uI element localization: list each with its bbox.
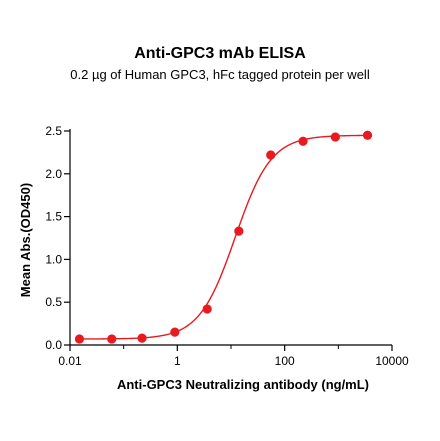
x-tick-label: 100 — [275, 354, 295, 368]
y-tick-label: 2.0 — [45, 167, 62, 181]
data-point — [234, 226, 244, 236]
data-point — [330, 132, 340, 142]
data-point — [298, 136, 308, 146]
chart-title: Anti-GPC3 mAb ELISA — [134, 45, 306, 62]
chart-subtitle: 0.2 µg of Human GPC3, hFc tagged protein… — [70, 67, 370, 82]
x-tick-label: 0.01 — [58, 354, 82, 368]
x-axis-title: Anti-GPC3 Neutralizing antibody (ng/mL) — [117, 377, 369, 392]
y-tick-label: 1.0 — [45, 252, 62, 266]
y-axis-title: Mean Abs.(OD450) — [18, 183, 33, 297]
x-tick-label: 1 — [174, 354, 181, 368]
data-point — [266, 150, 276, 160]
y-tick-label: 2.5 — [45, 124, 62, 138]
data-point — [202, 304, 212, 314]
data-point — [362, 130, 373, 140]
data-point — [137, 333, 147, 343]
y-tick-label: 0.5 — [45, 295, 62, 309]
y-tick-label: 1.5 — [45, 210, 62, 224]
data-point — [170, 327, 180, 337]
y-tick-label: 0.0 — [45, 338, 62, 352]
data-point — [74, 334, 85, 344]
x-tick-label: 10000 — [375, 354, 409, 368]
fit-curve — [79, 134, 368, 340]
data-point — [107, 334, 117, 344]
